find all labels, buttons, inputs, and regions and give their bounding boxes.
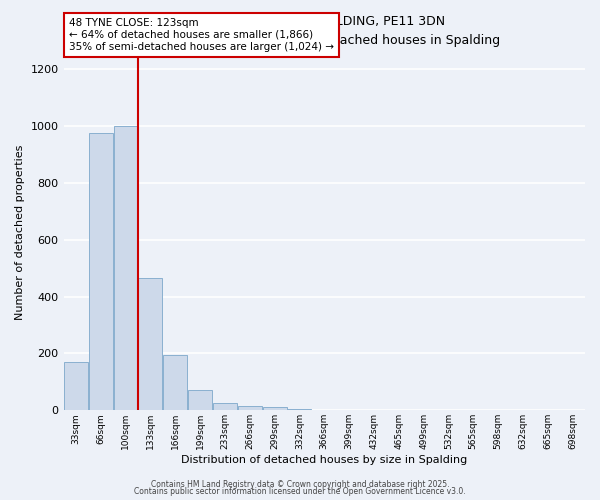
Text: 48 TYNE CLOSE: 123sqm
← 64% of detached houses are smaller (1,866)
35% of semi-d: 48 TYNE CLOSE: 123sqm ← 64% of detached … — [69, 18, 334, 52]
Title: 48, TYNE CLOSE, SPALDING, PE11 3DN
Size of property relative to detached houses : 48, TYNE CLOSE, SPALDING, PE11 3DN Size … — [148, 15, 500, 47]
Y-axis label: Number of detached properties: Number of detached properties — [15, 145, 25, 320]
Bar — [64, 362, 88, 410]
Bar — [113, 126, 137, 410]
Text: Contains public sector information licensed under the Open Government Licence v3: Contains public sector information licen… — [134, 488, 466, 496]
Bar — [163, 356, 187, 410]
Bar — [263, 408, 287, 410]
Bar — [213, 403, 237, 410]
Bar — [287, 409, 311, 410]
Bar — [188, 390, 212, 410]
Bar — [139, 278, 163, 410]
X-axis label: Distribution of detached houses by size in Spalding: Distribution of detached houses by size … — [181, 455, 467, 465]
Bar — [89, 134, 113, 410]
Bar — [238, 406, 262, 410]
Text: Contains HM Land Registry data © Crown copyright and database right 2025.: Contains HM Land Registry data © Crown c… — [151, 480, 449, 489]
